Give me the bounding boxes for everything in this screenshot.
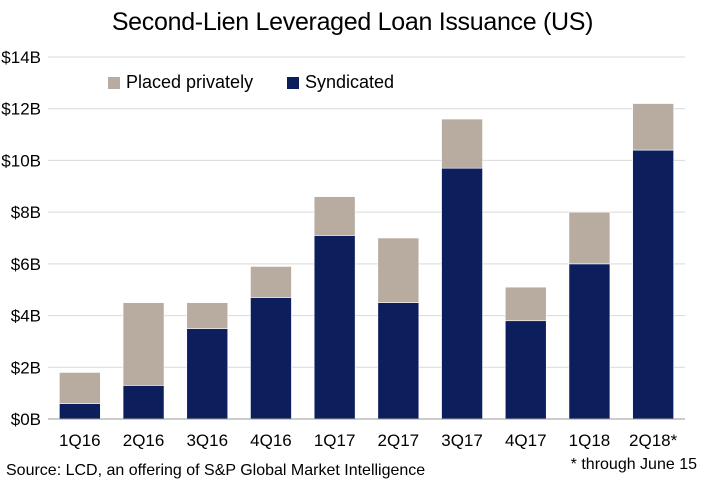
y-tick-label: $8B [11,203,41,222]
chart-title: Second-Lien Leveraged Loan Issuance (US) [111,8,594,36]
bar-placed-privately-2q18 [632,103,674,151]
bar-syndicated-4q17 [504,320,547,420]
source-note: Source: LCD, an offering of S&P Global M… [6,462,426,479]
legend-label-placed-privately: Placed privately [126,72,254,92]
bar-syndicated-2q17 [377,302,420,420]
y-tick-label: $4B [11,307,41,326]
x-tick-label: 2Q18* [629,431,678,450]
y-tick-label: $12B [1,100,41,119]
x-tick-label: 3Q16 [186,431,228,450]
x-tick-label: 2Q17 [378,431,420,450]
x-tick-label: 3Q17 [441,431,483,450]
bar-placed-privately-2q17 [377,237,420,303]
bars [59,103,674,420]
bar-syndicated-1q18 [568,263,611,420]
x-axis-tick-labels: 1Q16 2Q16 3Q16 4Q16 1Q17 2Q17 3Q17 4Q17 1Q18 2Q18… [59,431,678,450]
bar-syndicated-2q18 [632,149,674,420]
bar-placed-privately-1q16 [59,372,101,404]
bar-syndicated-2q16 [122,385,165,420]
y-tick-label: $6B [11,255,41,274]
y-tick-label: $2B [11,358,41,377]
bar-placed-privately-1q18 [568,211,611,265]
footnote: * through June 15 [570,456,697,473]
x-tick-label: 1Q18 [569,431,611,450]
x-tick-label: 4Q17 [505,431,547,450]
y-axis-tick-labels: $0B $2B $4B $6B $8B $10B $12B $14B [1,48,41,429]
bar-syndicated-4q16 [250,297,292,420]
x-tick-label: 1Q16 [59,431,101,450]
legend-swatch-syndicated [287,77,299,89]
legend-label-syndicated: Syndicated [305,72,395,92]
bar-placed-privately-4q16 [250,266,292,298]
x-tick-label: 2Q16 [123,431,165,450]
bar-placed-privately-1q17 [313,196,356,236]
legend-swatch-placed-privately [108,77,120,89]
bar-placed-privately-3q16 [186,302,229,329]
y-tick-label: $10B [1,151,41,170]
bar-syndicated-1q16 [59,403,101,420]
bar-syndicated-3q17 [441,167,483,420]
bar-syndicated-3q16 [186,328,229,420]
bar-placed-privately-3q17 [441,118,483,169]
y-tick-label: $0B [11,410,41,429]
y-tick-label: $14B [1,48,41,67]
x-tick-label: 1Q17 [314,431,356,450]
bar-syndicated-1q17 [313,235,356,420]
bar-placed-privately-2q16 [122,302,165,386]
bar-placed-privately-4q17 [504,286,547,322]
x-tick-label: 4Q16 [250,431,292,450]
